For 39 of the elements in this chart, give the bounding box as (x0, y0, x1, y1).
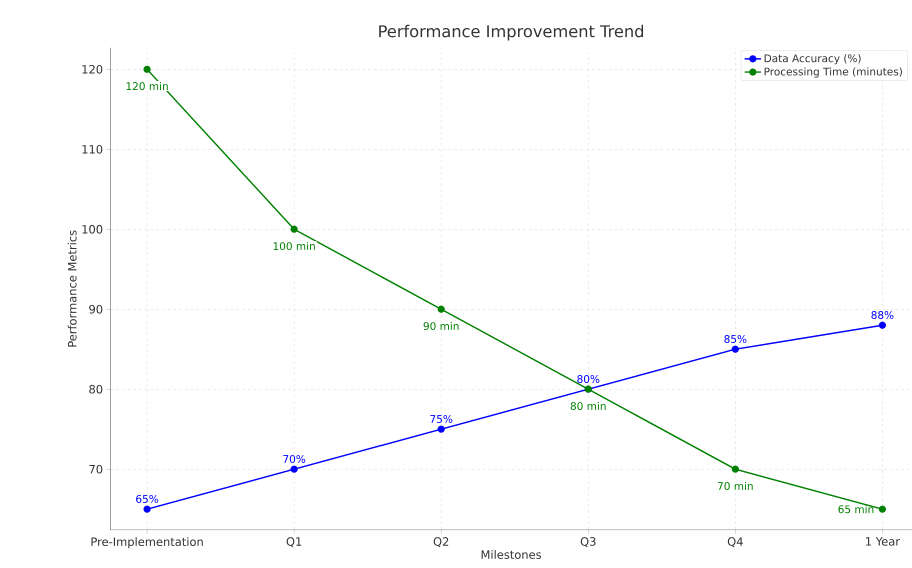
data-label: 90 min (424, 322, 459, 330)
y-tick-label: 100 (82, 225, 102, 234)
point (732, 346, 739, 354)
legend-label: Processing Time (minutes) (764, 68, 902, 78)
point (143, 66, 151, 74)
x-tick-label: Q2 (434, 537, 448, 548)
data-label: 65% (136, 495, 158, 504)
y-tick-label: 70 (89, 465, 102, 474)
data-label: 70 min (718, 482, 753, 490)
legend-label: Data Accuracy (%) (764, 54, 861, 65)
x-axis-title: Milestones (482, 550, 542, 560)
point (143, 506, 151, 513)
y-axis-title: Performance Metrics (68, 230, 77, 347)
y-tick-label: 80 (89, 385, 102, 394)
chart-title: Performance Improvement Trend (379, 25, 644, 41)
y-tick-label: 110 (82, 145, 102, 154)
x-tick-label: Q1 (286, 537, 302, 548)
data-label: 80 min (570, 402, 606, 410)
x-tick-label: Pre-Implementation (92, 537, 203, 548)
x-tick-label: 1 Year (866, 537, 900, 546)
data-label: 88% (871, 311, 894, 320)
y-tick-label: 120 (82, 65, 102, 74)
data-label: 70% (283, 455, 306, 464)
y-tick-label: 90 (89, 305, 102, 314)
point (438, 306, 445, 314)
x-tick-label: Q3 (580, 537, 596, 548)
point (290, 466, 298, 474)
data-label: 85% (724, 335, 746, 344)
x-tick-label: Q4 (728, 537, 743, 548)
data-label: 65 min (838, 505, 874, 514)
point (290, 226, 298, 234)
point (878, 322, 886, 330)
point (732, 466, 739, 474)
point (438, 426, 445, 434)
point (878, 506, 886, 513)
data-label: 80% (577, 375, 600, 384)
data-label: 120 min (126, 82, 168, 90)
data-label: 100 min (274, 242, 315, 250)
data-label: 75% (430, 415, 452, 424)
